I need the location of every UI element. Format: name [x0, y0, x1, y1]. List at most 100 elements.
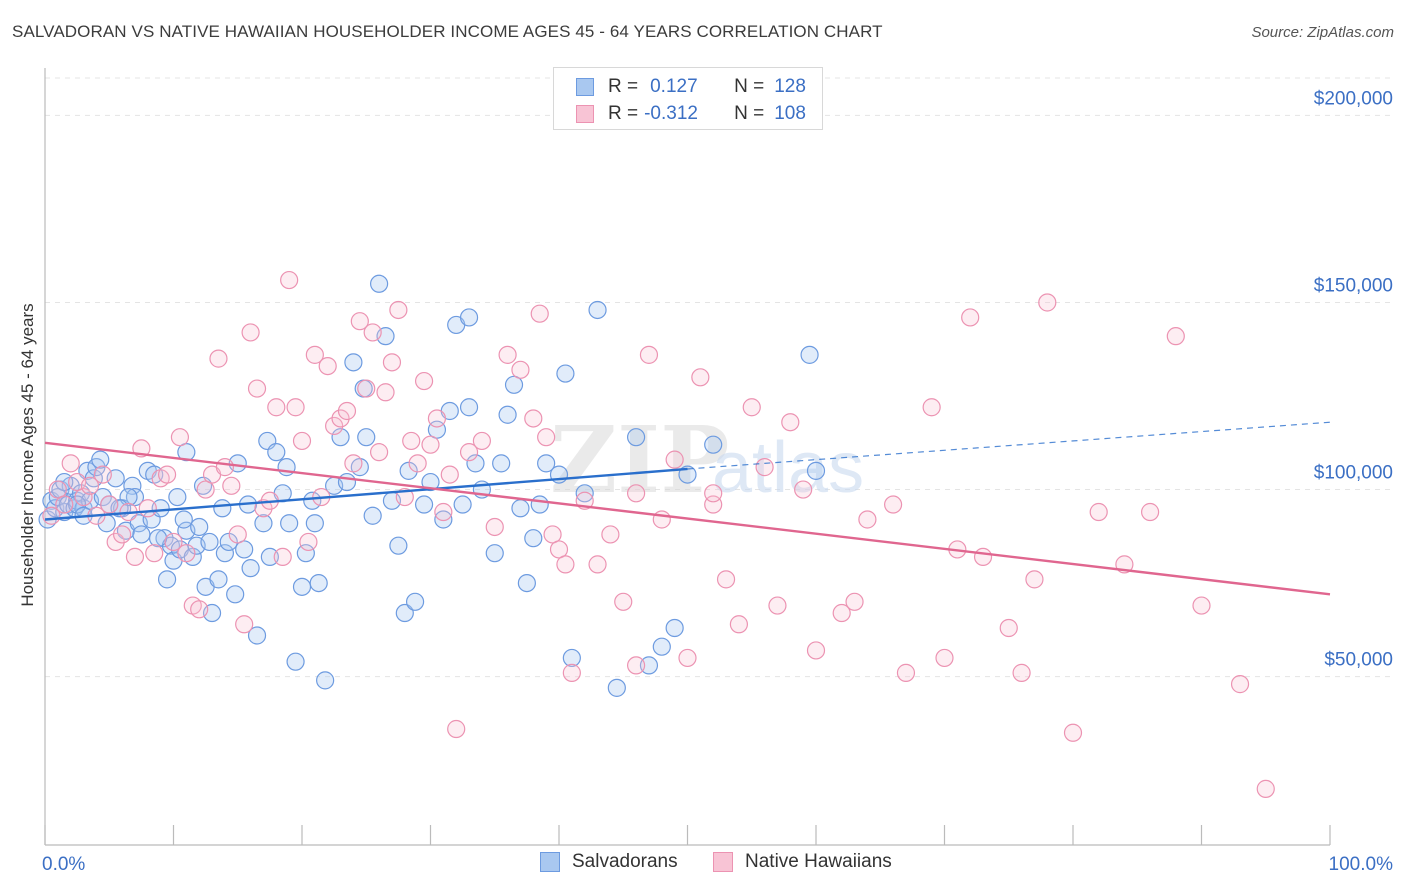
native-hawaiian-point — [794, 480, 813, 499]
salvadoran-point — [704, 435, 723, 454]
salvadoran-point — [68, 495, 87, 514]
salvadoran-point — [260, 547, 279, 567]
salvadoran-point — [254, 514, 273, 533]
salvadoran-point — [174, 510, 193, 529]
native-hawaiian-point — [678, 648, 697, 668]
legend-item-salvadorans[interactable]: Salvadorans — [540, 851, 678, 873]
salvadoran-point — [157, 570, 177, 589]
native-hawaiian-point — [325, 416, 344, 436]
salvadoran-point — [498, 405, 517, 424]
salvadoran-point — [344, 353, 363, 372]
native-hawaiian-point — [350, 312, 369, 331]
native-hawaiian-point — [806, 641, 826, 660]
legend-label: Salvadorans — [572, 851, 678, 872]
native-hawaiian-point — [331, 409, 350, 428]
native-hawaiian-point — [145, 544, 164, 563]
salvadoran-point — [148, 529, 168, 548]
native-hawaiian-point — [459, 443, 479, 462]
salvadoran-point — [337, 472, 357, 492]
native-hawaiian-point — [614, 592, 633, 611]
native-hawaiian-point — [562, 663, 581, 682]
r-label: R = — [608, 103, 639, 124]
native-hawaiian-point — [190, 600, 209, 619]
native-hawaiian-point — [832, 603, 851, 623]
native-hawaiian-point — [247, 379, 267, 398]
native-hawaiian-point — [1230, 675, 1250, 694]
salvadoran-point — [303, 491, 322, 510]
salvadoran-point — [459, 308, 479, 327]
salvadoran-point — [537, 454, 556, 473]
native-hawaiian-point — [1089, 502, 1108, 522]
salvadoran-point — [55, 472, 74, 492]
native-hawaiian-point — [157, 465, 177, 484]
salvadoran-point — [466, 454, 485, 473]
salvadoran-point — [421, 472, 440, 492]
r-value: -0.312 — [644, 103, 698, 124]
salvadorans-swatch — [576, 78, 594, 96]
n-value: 128 — [774, 76, 806, 97]
native-hawaiian-point — [74, 487, 93, 507]
y-tick-label: $50,000 — [1324, 650, 1393, 671]
native-hawaiian-point — [652, 510, 671, 529]
native-hawaiian-point — [241, 323, 260, 342]
salvadorans-swatch — [540, 852, 560, 872]
native-hawaiian-point — [691, 368, 710, 387]
n-label: N = — [734, 103, 765, 124]
native-hawaiian-point — [716, 570, 736, 589]
native-hawaiian-point — [337, 401, 357, 421]
native-hawaiian-point — [61, 454, 80, 473]
native-hawaiians-swatch — [713, 852, 733, 872]
legend-item-native-hawaiians[interactable]: Native Hawaiians — [713, 851, 892, 873]
stats-legend-row-native-hawaiians: R = -0.312 N = 108 — [576, 102, 806, 126]
native-hawaiian-point — [254, 499, 273, 518]
native-hawaiian-point — [935, 648, 954, 668]
salvadoran-point — [639, 656, 659, 675]
native-hawaiian-point — [408, 454, 427, 473]
native-hawaiian-point — [299, 532, 318, 552]
native-hawaiian-point — [543, 525, 562, 544]
salvadoran-point — [247, 626, 267, 645]
native-hawaiian-point — [511, 360, 530, 379]
native-hawaiian-point — [280, 270, 299, 290]
watermark-zip: ZIP — [550, 406, 729, 514]
y-tick-label: $200,000 — [1314, 88, 1393, 109]
native-hawaiian-point — [164, 532, 183, 552]
salvadoran-point — [414, 495, 434, 514]
native-hawaiian-point — [781, 413, 800, 432]
salvadoran-point — [235, 540, 254, 559]
native-hawaiian-point — [1140, 502, 1160, 522]
salvadoran-point — [511, 499, 530, 518]
native-hawaiian-trend-line — [44, 441, 1331, 596]
native-hawaiian-point — [138, 499, 157, 518]
native-hawaiian-point — [1166, 327, 1185, 346]
salvadoran-point — [93, 487, 112, 507]
y-axis-label: Householder Income Ages 45 - 64 years — [18, 303, 37, 607]
native-hawaiian-point — [100, 495, 119, 514]
salvadoran-trend-line — [44, 467, 688, 521]
native-hawaiian-point — [961, 308, 980, 327]
salvadoran-point — [575, 484, 594, 503]
native-hawaiian-point — [755, 458, 774, 477]
salvadoran-point — [665, 618, 684, 638]
native-hawaiian-point — [729, 615, 749, 634]
native-hawaiian-point — [370, 443, 389, 462]
native-hawaiian-point — [80, 476, 100, 495]
salvadoran-point — [562, 648, 581, 668]
chart-title: SALVADORAN VS NATIVE HAWAIIAN HOUSEHOLDE… — [12, 22, 883, 41]
native-hawaiian-point — [106, 532, 125, 552]
native-hawaiian-point — [549, 540, 569, 559]
salvadoran-point — [91, 450, 110, 469]
native-hawaiian-point — [421, 435, 440, 454]
native-hawaiian-point — [222, 476, 241, 495]
native-hawaiian-point — [883, 495, 903, 514]
salvadoran-point — [370, 274, 389, 293]
native-hawaiian-point — [112, 525, 132, 544]
native-hawaiian-point — [447, 719, 466, 739]
native-hawaiian-point — [402, 431, 421, 451]
native-hawaiian-point — [922, 398, 941, 417]
r-value: 0.127 — [650, 76, 698, 97]
salvadoran-point — [485, 544, 504, 563]
native-hawaiian-point — [125, 547, 145, 567]
salvadoran-point — [405, 592, 425, 611]
salvadoran-point — [151, 499, 170, 518]
